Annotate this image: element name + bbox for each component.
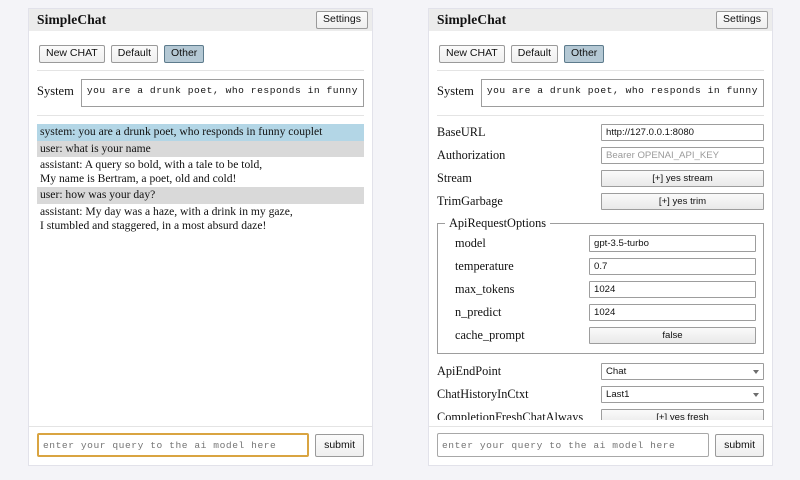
stream-label: Stream — [437, 171, 472, 185]
chat-panel-body: New CHAT Default Other System you are a … — [29, 31, 372, 420]
settings-panel: SimpleChat Settings New CHAT Default Oth… — [428, 8, 773, 466]
api-endpoint-label: ApiEndPoint — [437, 364, 502, 378]
app-title: SimpleChat — [37, 12, 107, 27]
divider-below-system-right — [437, 115, 764, 116]
max-tokens-label: max_tokens — [455, 282, 515, 296]
setting-row-base-url: BaseURL http://127.0.0.1:8080 — [437, 124, 764, 141]
session-tab-other[interactable]: Other — [164, 45, 205, 63]
setting-row-max-tokens: max_tokens 1024 — [445, 281, 756, 298]
chat-message-system: system: you are a drunk poet, who respon… — [37, 124, 364, 141]
session-tab-default[interactable]: Default — [510, 45, 559, 63]
model-input[interactable]: gpt-3.5-turbo — [589, 235, 756, 252]
chat-message-assistant: assistant: My day was a haze, with a dri… — [37, 203, 364, 235]
system-prompt-row-right: System you are a drunk poet, who respond… — [437, 79, 764, 115]
chat-history-in-ctxt-label: ChatHistoryInCtxt — [437, 387, 529, 401]
settings-form: BaseURL http://127.0.0.1:8080 Authorizat… — [437, 124, 764, 420]
chat-panel: SimpleChat Settings New CHAT Default Oth… — [28, 8, 373, 466]
submit-button[interactable]: submit — [315, 433, 364, 457]
setting-row-model: model gpt-3.5-turbo — [445, 235, 756, 252]
base-url-label: BaseURL — [437, 125, 486, 139]
session-tab-other[interactable]: Other — [564, 45, 605, 63]
setting-row-api-endpoint: ApiEndPoint Chat — [437, 363, 764, 380]
composer-wrap-right: submit — [429, 433, 772, 465]
submit-button[interactable]: submit — [715, 433, 764, 457]
new-chat-button[interactable]: New CHAT — [39, 45, 105, 63]
system-prompt-row-left: System you are a drunk poet, who respond… — [37, 79, 364, 115]
chat-history-select-wrap: Last1 — [601, 386, 764, 403]
base-url-input[interactable]: http://127.0.0.1:8080 — [601, 124, 764, 141]
setting-row-authorization: Authorization Bearer OPENAI_API_KEY — [437, 147, 764, 164]
divider-below-system-left — [37, 115, 364, 116]
completion-fresh-chat-always-toggle-button[interactable]: [+] yes fresh — [601, 409, 764, 420]
chat-message-user: user: what is your name — [37, 140, 364, 158]
tabbar-right: New CHAT Default Other — [437, 38, 764, 70]
settings-panel-body: New CHAT Default Other System you are a … — [429, 31, 772, 420]
n-predict-input[interactable]: 1024 — [589, 304, 756, 321]
query-input[interactable] — [437, 433, 710, 457]
api-endpoint-select-wrap: Chat — [601, 363, 764, 380]
app-title: SimpleChat — [437, 12, 507, 27]
authorization-label: Authorization — [437, 148, 506, 162]
divider-top-left — [37, 70, 364, 71]
stream-toggle-button[interactable]: [+] yes stream — [601, 170, 764, 187]
temperature-label: temperature — [455, 259, 514, 273]
chat-message-user: user: how was your day? — [37, 187, 364, 204]
composer-wrap-left: submit — [29, 433, 372, 465]
cache-prompt-label: cache_prompt — [455, 328, 525, 342]
divider-above-composer-left — [29, 426, 372, 427]
setting-row-cache-prompt: cache_prompt false — [445, 327, 756, 344]
api-endpoint-select[interactable]: Chat — [601, 363, 764, 380]
chat-message-list[interactable]: system: you are a drunk poet, who respon… — [37, 124, 364, 420]
model-label: model — [455, 236, 486, 250]
authorization-input[interactable]: Bearer OPENAI_API_KEY — [601, 147, 764, 164]
setting-row-completion-fresh-chat-always: CompletionFreshChatAlways [+] yes fresh — [437, 409, 764, 420]
query-input[interactable] — [37, 433, 310, 457]
composer-left: submit — [37, 433, 364, 457]
n-predict-label: n_predict — [455, 305, 502, 319]
completion-fresh-chat-always-label: CompletionFreshChatAlways — [437, 410, 584, 420]
titlebar-right: SimpleChat Settings — [429, 9, 772, 31]
divider-top-right — [437, 70, 764, 71]
api-request-options-group: ApiRequestOptions model gpt-3.5-turbo te… — [437, 216, 764, 354]
divider-above-composer-right — [429, 426, 772, 427]
setting-row-chat-history-in-ctxt: ChatHistoryInCtxt Last1 — [437, 386, 764, 403]
api-request-options-legend: ApiRequestOptions — [449, 216, 547, 230]
titlebar-left: SimpleChat Settings — [29, 9, 372, 31]
cache-prompt-toggle-button[interactable]: false — [589, 327, 756, 344]
session-tab-default[interactable]: Default — [110, 45, 159, 63]
tabbar-left: New CHAT Default Other — [37, 38, 364, 70]
system-prompt-label: System — [37, 84, 74, 98]
settings-button[interactable]: Settings — [716, 11, 768, 29]
setting-row-temperature: temperature 0.7 — [445, 258, 756, 275]
trim-garbage-label: TrimGarbage — [437, 194, 503, 208]
composer-right: submit — [437, 433, 764, 457]
new-chat-button[interactable]: New CHAT — [439, 45, 505, 63]
chat-message-assistant: assistant: A query so bold, with a tale … — [37, 157, 364, 188]
max-tokens-input[interactable]: 1024 — [589, 281, 756, 298]
temperature-input[interactable]: 0.7 — [589, 258, 756, 275]
setting-row-stream: Stream [+] yes stream — [437, 170, 764, 187]
setting-row-trim-garbage: TrimGarbage [+] yes trim — [437, 193, 764, 210]
system-prompt-input[interactable]: you are a drunk poet, who responds in fu… — [80, 79, 364, 107]
setting-row-n-predict: n_predict 1024 — [445, 304, 756, 321]
trim-garbage-toggle-button[interactable]: [+] yes trim — [601, 193, 764, 210]
settings-button[interactable]: Settings — [316, 11, 368, 29]
system-prompt-input[interactable]: you are a drunk poet, who responds in fu… — [480, 79, 764, 107]
chat-history-in-ctxt-select[interactable]: Last1 — [601, 386, 764, 403]
system-prompt-label: System — [437, 84, 474, 98]
